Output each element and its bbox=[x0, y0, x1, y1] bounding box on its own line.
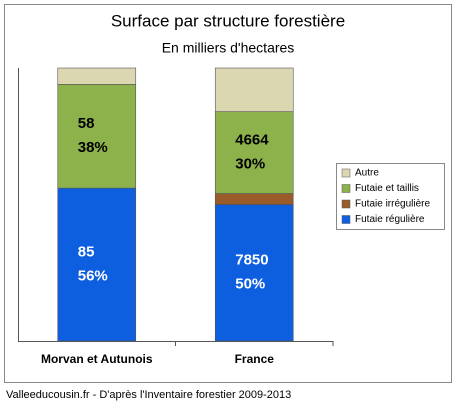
legend-label: Autre bbox=[355, 168, 379, 179]
data-label-percent: 56% bbox=[78, 268, 108, 285]
legend-swatch bbox=[341, 215, 351, 224]
chart-subtitle: En milliers d'hectares bbox=[162, 40, 295, 56]
legend-swatch bbox=[341, 199, 351, 209]
x-tick-label: Morvan et Autunois bbox=[41, 352, 153, 366]
bar-segment bbox=[57, 67, 137, 85]
data-label-amount: 7850 bbox=[235, 252, 268, 269]
bar-segment bbox=[57, 187, 137, 342]
data-label-amount: 85 bbox=[78, 244, 95, 261]
data-label-amount: 58 bbox=[78, 115, 95, 132]
legend-box bbox=[336, 163, 445, 230]
legend-swatch bbox=[341, 168, 351, 178]
legend-label: Futaie régulière bbox=[355, 214, 425, 225]
chart-title: Surface par structure forestière bbox=[111, 11, 345, 30]
data-label-percent: 50% bbox=[235, 276, 265, 293]
source-note: Valleeducousin.fr - D'après l'Inventaire… bbox=[6, 389, 291, 401]
bar-segment bbox=[214, 204, 294, 342]
bar-segment bbox=[214, 67, 294, 112]
legend-label: Futaie irrégulière bbox=[355, 199, 430, 210]
legend-label: Futaie et taillis bbox=[355, 183, 419, 194]
data-label-percent: 30% bbox=[235, 156, 265, 173]
bar-segment bbox=[214, 111, 294, 194]
bar-segment bbox=[57, 84, 137, 189]
bar-segment bbox=[214, 193, 294, 205]
x-tick-label: France bbox=[235, 352, 275, 366]
legend-swatch bbox=[341, 184, 351, 193]
data-label-amount: 4664 bbox=[235, 132, 269, 149]
data-label-percent: 38% bbox=[78, 139, 108, 156]
